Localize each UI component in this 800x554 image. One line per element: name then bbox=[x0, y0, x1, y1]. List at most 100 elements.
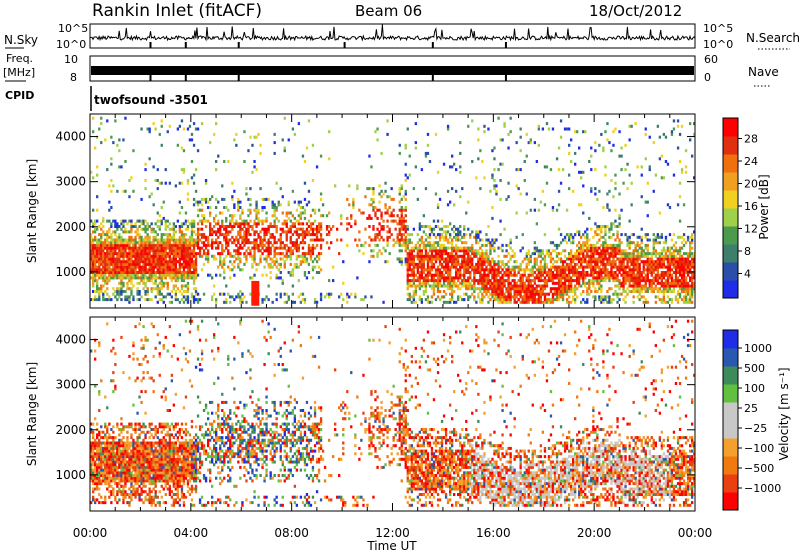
power-cell bbox=[432, 265, 436, 269]
power-cell bbox=[311, 179, 315, 183]
power-cell bbox=[158, 276, 161, 280]
power-cell bbox=[610, 225, 613, 229]
power-cell bbox=[130, 268, 133, 272]
power-cell bbox=[388, 252, 391, 256]
power-cell bbox=[396, 241, 399, 245]
power-cell bbox=[106, 241, 109, 245]
power-cell bbox=[600, 235, 603, 239]
power-cell bbox=[96, 281, 99, 285]
power-cell bbox=[104, 271, 107, 275]
power-cell bbox=[449, 276, 452, 280]
power-cell bbox=[319, 238, 323, 242]
power-cell bbox=[168, 262, 172, 266]
power-cell bbox=[449, 165, 452, 169]
power-cell bbox=[568, 265, 571, 269]
power-cell bbox=[590, 243, 593, 247]
power-cell bbox=[493, 287, 496, 291]
power-cell bbox=[588, 257, 591, 261]
power-cell bbox=[130, 252, 133, 256]
power-cell bbox=[434, 279, 438, 283]
power-cell bbox=[572, 295, 575, 299]
power-cell bbox=[190, 254, 194, 258]
power-cell bbox=[94, 260, 97, 264]
power-cell bbox=[436, 265, 440, 269]
power-cell bbox=[487, 295, 490, 299]
power-cell bbox=[626, 162, 629, 166]
power-cell bbox=[227, 230, 230, 234]
power-cell bbox=[273, 211, 276, 215]
power-cell bbox=[467, 249, 470, 253]
power-cell bbox=[430, 300, 434, 304]
power-cell bbox=[263, 243, 266, 247]
power-cell bbox=[642, 271, 645, 275]
power-cell bbox=[313, 219, 317, 223]
power-cell bbox=[539, 287, 543, 291]
power-cell bbox=[485, 265, 488, 269]
power-cell bbox=[102, 252, 105, 256]
power-cell bbox=[275, 208, 278, 212]
power-cell bbox=[549, 273, 553, 277]
power-cell bbox=[162, 268, 165, 272]
power-cell bbox=[152, 257, 155, 261]
power-cell bbox=[243, 238, 246, 242]
power-cell bbox=[412, 265, 416, 269]
power-cell bbox=[174, 284, 178, 288]
power-cell bbox=[519, 290, 522, 294]
power-cell bbox=[582, 265, 585, 269]
power-cell bbox=[658, 157, 662, 161]
power-cell bbox=[110, 271, 113, 275]
power-cell bbox=[428, 284, 432, 288]
power-cell bbox=[614, 181, 617, 185]
power-cell bbox=[608, 227, 611, 231]
power-cell bbox=[388, 227, 391, 231]
power-cell bbox=[162, 252, 165, 256]
power-cell bbox=[196, 127, 200, 131]
power-cell bbox=[467, 298, 470, 302]
power-cell bbox=[658, 290, 662, 294]
power-cell bbox=[432, 281, 436, 285]
power-cell bbox=[245, 219, 248, 223]
power-cell bbox=[126, 257, 129, 261]
power-cell bbox=[328, 225, 331, 229]
power-cell bbox=[652, 141, 655, 145]
power-cell bbox=[219, 241, 222, 245]
power-cell bbox=[356, 243, 359, 247]
power-cell bbox=[192, 279, 196, 283]
power-cell bbox=[291, 252, 295, 256]
power-cell bbox=[652, 281, 655, 285]
power-cell bbox=[467, 265, 470, 269]
power-cell bbox=[434, 281, 438, 285]
power-cell bbox=[319, 268, 323, 272]
power-cell bbox=[545, 122, 549, 126]
power-cell bbox=[241, 238, 244, 242]
power-cell bbox=[160, 268, 163, 272]
power-cell bbox=[499, 284, 502, 288]
power-cell bbox=[186, 290, 190, 294]
power-cell bbox=[94, 271, 97, 275]
power-cell bbox=[126, 241, 129, 245]
power-cell bbox=[418, 260, 422, 264]
power-cell bbox=[586, 298, 589, 302]
power-cell bbox=[636, 271, 639, 275]
power-cell bbox=[563, 284, 567, 288]
power-cell bbox=[438, 268, 442, 272]
power-cell bbox=[178, 300, 182, 304]
power-cell bbox=[525, 290, 528, 294]
power-cell bbox=[622, 254, 625, 258]
power-cell bbox=[507, 265, 510, 269]
power-cell bbox=[446, 287, 450, 291]
power-cell bbox=[604, 246, 607, 250]
power-cell bbox=[422, 279, 426, 283]
power-cell bbox=[533, 287, 537, 291]
power-cell bbox=[432, 284, 436, 288]
power-cell bbox=[578, 170, 581, 174]
power-cell bbox=[418, 287, 422, 291]
power-cell bbox=[138, 290, 141, 294]
power-cell bbox=[588, 262, 591, 266]
power-cell bbox=[459, 151, 462, 155]
power-cell bbox=[438, 257, 442, 261]
power-cell bbox=[656, 233, 660, 237]
power-cell bbox=[539, 276, 543, 280]
power-cell bbox=[628, 276, 631, 280]
power-cell bbox=[481, 273, 484, 277]
